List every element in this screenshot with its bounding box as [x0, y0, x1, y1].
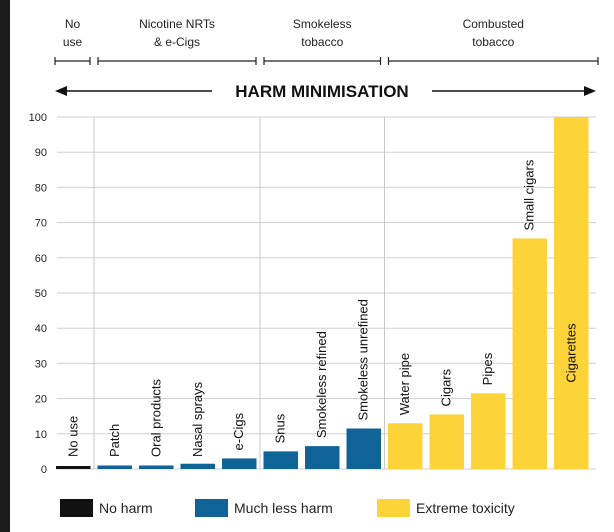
- y-tick-label: 30: [35, 358, 47, 370]
- y-tick-label: 50: [35, 288, 47, 300]
- bar: [222, 458, 257, 469]
- harm-arrow-head-right: [584, 86, 596, 96]
- legend-label: No harm: [99, 500, 153, 516]
- y-tick-label: 60: [35, 253, 47, 265]
- bar: [139, 465, 174, 469]
- bar: [471, 393, 506, 469]
- bar: [512, 238, 547, 469]
- bar-label: Pipes: [480, 352, 495, 385]
- legend-swatch: [377, 499, 410, 517]
- y-tick-label: 0: [41, 464, 47, 476]
- bar: [180, 463, 215, 469]
- group-label: Combusted: [463, 17, 524, 31]
- group-label: Nicotine NRTs: [139, 17, 215, 31]
- legend-label: Extreme toxicity: [416, 500, 515, 516]
- y-tick-label: 90: [35, 147, 47, 159]
- bar-label: Patch: [107, 424, 122, 457]
- bar-label: e-Cigs: [231, 412, 246, 450]
- bar: [56, 466, 91, 469]
- chart-title: HARM MINIMISATION: [235, 82, 408, 101]
- bar-label: Cigars: [439, 368, 454, 406]
- harm-arrow-head-left: [55, 86, 67, 96]
- bar-label: Small cigars: [522, 159, 537, 230]
- y-tick-label: 80: [35, 182, 47, 194]
- group-label: No: [65, 17, 81, 31]
- group-label: & e-Cigs: [154, 35, 200, 49]
- y-tick-label: 40: [35, 323, 47, 335]
- y-tick-label: 70: [35, 218, 47, 230]
- bar: [97, 465, 132, 469]
- group-label: Smokeless: [293, 17, 352, 31]
- bar: [263, 451, 298, 469]
- legend-label: Much less harm: [234, 500, 333, 516]
- bar: [346, 428, 381, 469]
- bar: [554, 117, 589, 469]
- legend-swatch: [60, 499, 93, 517]
- y-tick-label: 10: [35, 429, 47, 441]
- bar-label: Smokeless refined: [314, 331, 329, 438]
- bar: [305, 446, 340, 469]
- group-label: tobacco: [301, 35, 343, 49]
- bar-label: Cigarettes: [563, 323, 578, 383]
- bar: [429, 414, 464, 469]
- bar-label: Nasal sprays: [190, 381, 205, 457]
- group-label: tobacco: [472, 35, 514, 49]
- y-tick-label: 100: [29, 112, 47, 124]
- group-label: use: [63, 35, 83, 49]
- legend-swatch: [195, 499, 228, 517]
- bar-label: Snus: [273, 413, 288, 443]
- bar: [388, 423, 423, 469]
- bar-label: Water pipe: [397, 353, 412, 415]
- bar-label: Smokeless unrefined: [356, 299, 371, 420]
- bar-label: Oral products: [148, 378, 163, 457]
- y-tick-label: 20: [35, 394, 47, 406]
- bar-label: No use: [65, 416, 80, 457]
